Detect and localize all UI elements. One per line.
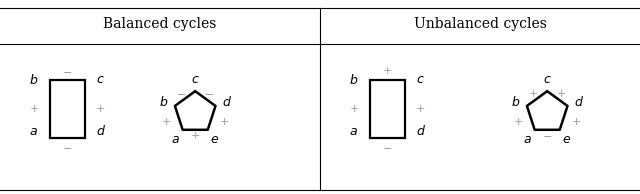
Text: $b$: $b$ bbox=[511, 95, 520, 109]
Text: Unbalanced cycles: Unbalanced cycles bbox=[413, 17, 547, 31]
Text: $+$: $+$ bbox=[219, 116, 229, 127]
Text: $+$: $+$ bbox=[161, 116, 172, 127]
Text: $+$: $+$ bbox=[95, 103, 105, 114]
Text: $b$: $b$ bbox=[159, 95, 168, 109]
Text: $-$: $-$ bbox=[62, 66, 72, 76]
Text: $d$: $d$ bbox=[221, 95, 232, 109]
Text: $d$: $d$ bbox=[573, 95, 584, 109]
Text: $b$: $b$ bbox=[29, 73, 38, 87]
Text: $+$: $+$ bbox=[382, 65, 392, 76]
Text: $a$: $a$ bbox=[172, 133, 180, 146]
Text: $+$: $+$ bbox=[415, 103, 425, 114]
Text: $-$: $-$ bbox=[62, 142, 72, 152]
Text: $d$: $d$ bbox=[96, 124, 106, 138]
Text: $+$: $+$ bbox=[513, 116, 524, 127]
Text: $+$: $+$ bbox=[190, 130, 200, 141]
Text: $+$: $+$ bbox=[528, 88, 538, 99]
Text: $+$: $+$ bbox=[556, 88, 566, 99]
Text: $e$: $e$ bbox=[210, 133, 219, 146]
Text: $+$: $+$ bbox=[29, 103, 40, 114]
Text: $e$: $e$ bbox=[562, 133, 571, 146]
Text: $-$: $-$ bbox=[176, 88, 186, 98]
Text: $d$: $d$ bbox=[417, 124, 426, 138]
Text: $+$: $+$ bbox=[571, 116, 581, 127]
Bar bbox=[50, 80, 85, 138]
Text: $c$: $c$ bbox=[96, 73, 105, 86]
Text: $a$: $a$ bbox=[29, 125, 38, 138]
Bar bbox=[370, 80, 405, 138]
Text: $+$: $+$ bbox=[349, 103, 360, 114]
Text: $c$: $c$ bbox=[191, 73, 200, 86]
Text: Balanced cycles: Balanced cycles bbox=[103, 17, 217, 31]
Text: $a$: $a$ bbox=[349, 125, 358, 138]
Text: $b$: $b$ bbox=[349, 73, 358, 87]
Text: $-$: $-$ bbox=[204, 88, 214, 98]
Text: $c$: $c$ bbox=[417, 73, 425, 86]
Text: $a$: $a$ bbox=[524, 133, 532, 146]
Text: $-$: $-$ bbox=[542, 130, 552, 140]
Text: $-$: $-$ bbox=[382, 142, 392, 152]
Text: $c$: $c$ bbox=[543, 73, 552, 86]
